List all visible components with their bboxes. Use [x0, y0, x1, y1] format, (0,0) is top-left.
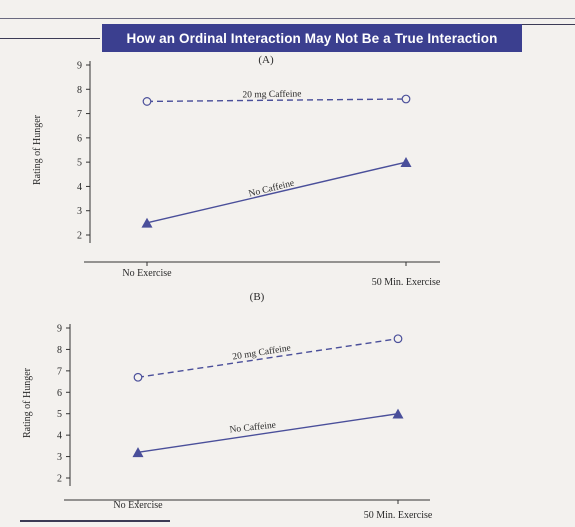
y-tick-label: 7 — [57, 366, 62, 377]
y-tick-label: 6 — [77, 133, 82, 144]
data-point-20-mg-caffeine — [401, 94, 411, 104]
y-tick-label: 5 — [57, 409, 62, 420]
y-tick-label: 4 — [77, 182, 82, 193]
header-bar: How an Ordinal Interaction May Not Be a … — [102, 24, 522, 52]
data-point-no-caffeine — [392, 408, 404, 419]
data-point-20-mg-caffeine — [133, 372, 143, 382]
y-tick-label: 7 — [77, 109, 82, 120]
y-tick-label: 9 — [77, 61, 82, 72]
y-tick-label: 5 — [77, 158, 82, 169]
y-axis-label: Rating of Hunger — [22, 367, 33, 438]
series-label-no-caffeine: No Caffeine — [229, 420, 276, 436]
y-tick-label: 6 — [57, 388, 62, 399]
x-tick-label: No Exercise — [122, 268, 172, 279]
y-tick-label: 8 — [77, 85, 82, 96]
data-point-no-caffeine — [141, 217, 153, 228]
bottom-rule — [20, 520, 170, 522]
data-point-20-mg-caffeine — [393, 334, 403, 344]
y-tick-label: 8 — [57, 345, 62, 356]
x-tick-label: No Exercise — [113, 500, 163, 511]
y-tick-label: 2 — [57, 474, 62, 485]
x-tick-label: 50 Min. Exercise — [372, 277, 441, 288]
series-line-20-mg-caffeine — [137, 338, 399, 378]
y-axis-label: Rating of Hunger — [32, 114, 43, 185]
header-title: How an Ordinal Interaction May Not Be a … — [126, 30, 498, 46]
panel-label: (B) — [250, 291, 265, 303]
series-label-no-caffeine: No Caffeine — [247, 178, 295, 200]
series-label-20-mg-caffeine: 20 mg Caffeine — [242, 88, 301, 100]
panel-label: (A) — [258, 54, 274, 66]
series-line-20-mg-caffeine — [146, 98, 407, 103]
y-tick-label: 9 — [57, 324, 62, 335]
top-rule-2 — [0, 38, 100, 39]
series-line-no-caffeine — [137, 413, 399, 453]
series-line-no-caffeine — [146, 161, 407, 224]
y-tick-label: 3 — [77, 206, 82, 217]
data-point-20-mg-caffeine — [142, 97, 152, 106]
chart-panel-a: (A) 2 3 4 5 6 7 8 9 Rating of Hunger No Exercise 50… — [32, 54, 441, 288]
chart-panel-b: (B) 2 3 4 5 6 7 8 9 Rating of Hunger No Exercise 50… — [22, 291, 433, 521]
data-point-no-caffeine — [400, 157, 412, 167]
top-rule — [0, 18, 575, 19]
y-tick-label: 3 — [57, 452, 62, 463]
y-tick-label: 2 — [77, 231, 82, 242]
x-tick-label: 50 Min. Exercise — [364, 510, 433, 521]
top-rule-3 — [522, 24, 575, 25]
data-point-no-caffeine — [132, 447, 144, 458]
y-tick-label: 4 — [57, 431, 62, 442]
